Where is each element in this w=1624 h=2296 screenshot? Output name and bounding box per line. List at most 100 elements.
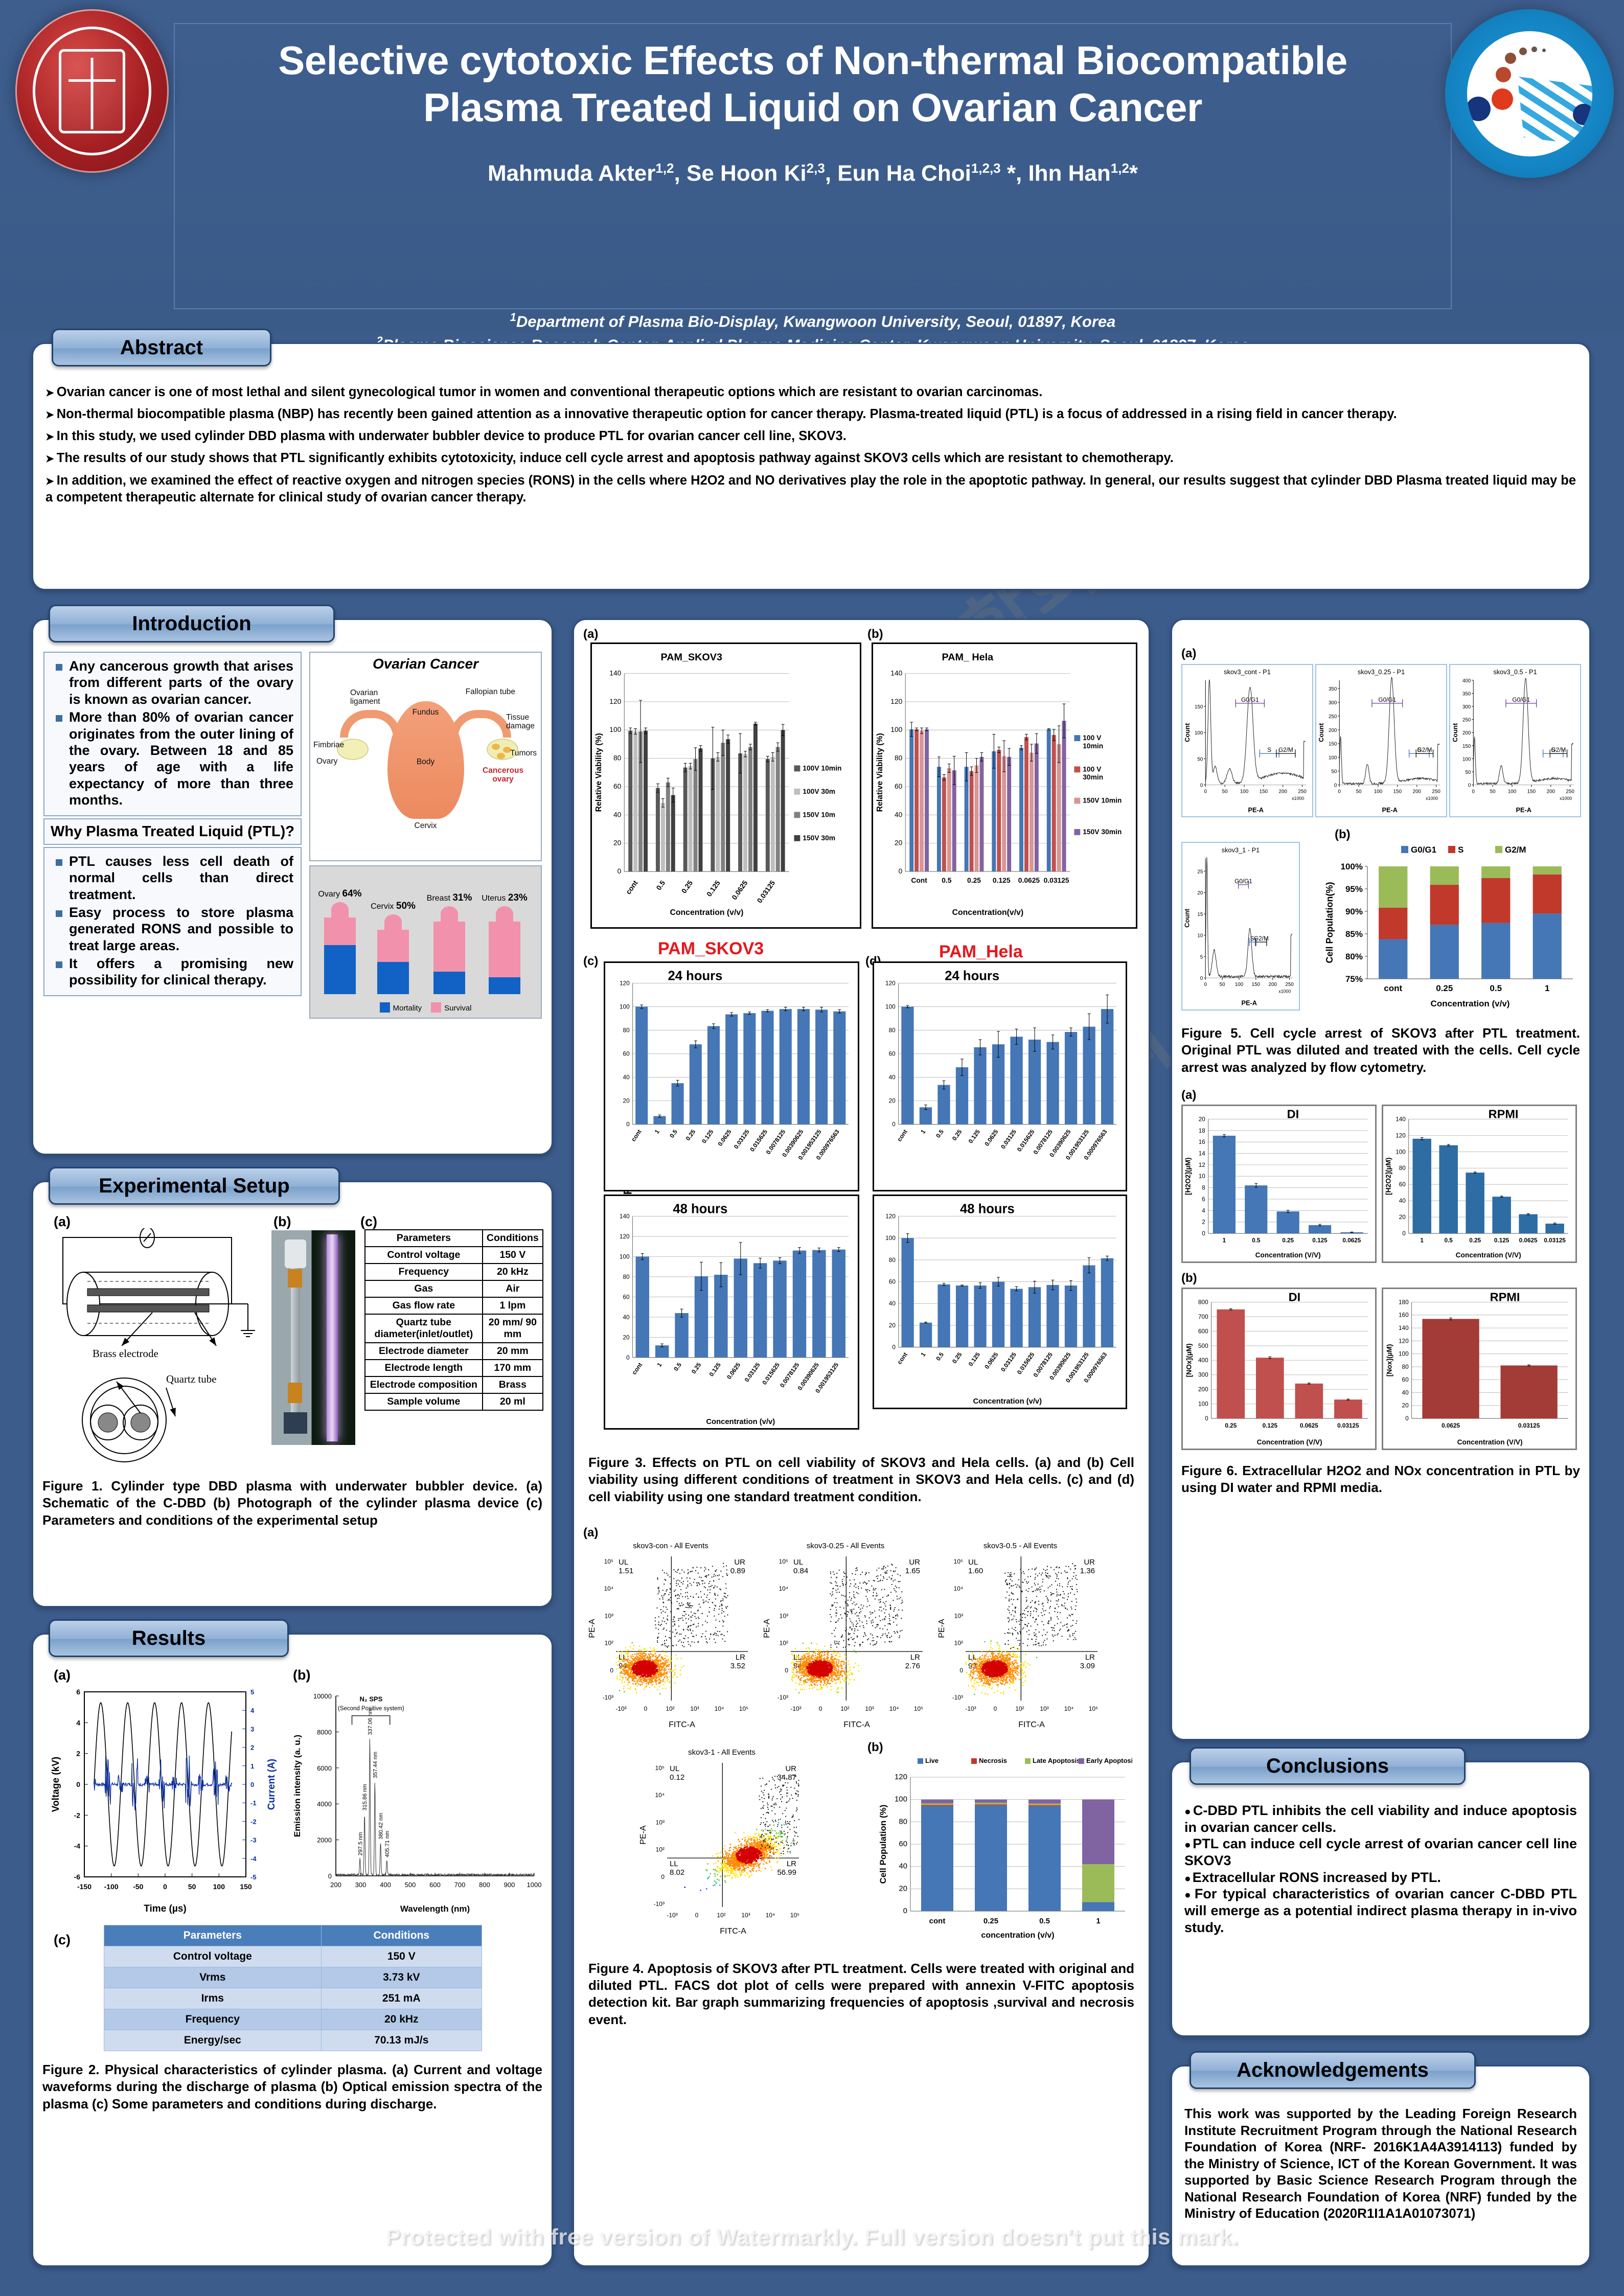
plasma-device-photograph — [271, 1230, 355, 1445]
svg-text:140: 140 — [890, 669, 902, 677]
svg-text:24 hours: 24 hours — [945, 969, 999, 983]
svg-text:Voltage (kV): Voltage (kV) — [51, 1757, 61, 1812]
figure-3c-24h-chart: 0 20 40 60 80 100 120 cont 1 0.5 0.25 0.125 0.0625 0.… — [604, 961, 859, 1191]
table-row: Irms 251 mA — [104, 1988, 483, 2009]
title-line-2: Plasma Treated Liquid on Ovarian Cancer — [423, 85, 1202, 130]
svg-text:-4: -4 — [250, 1855, 257, 1863]
label-ovarian-ligament: Ovarian ligament — [350, 688, 380, 706]
results-param-name: Irms — [104, 1988, 322, 2009]
label-cancerous-ovary: Cancerous ovary — [483, 766, 524, 784]
svg-text:Emission intensity (a. u.): Emission intensity (a. u.) — [292, 1735, 302, 1837]
legend-mortality: Mortality — [379, 1002, 422, 1013]
svg-text:0: 0 — [892, 1344, 896, 1351]
svg-text:337.06 nm: 337.06 nm — [367, 1708, 373, 1735]
svg-text:300: 300 — [355, 1881, 367, 1889]
header-text-block: Selective cytotoxic Effects of Non-therm… — [174, 23, 1452, 309]
fig4-panel-b-label: (b) — [867, 1740, 883, 1754]
svg-text:150V 30m: 150V 30m — [803, 834, 835, 842]
table-row: Control voltage 150 V — [104, 1946, 483, 1967]
svg-text:50: 50 — [188, 1882, 196, 1891]
svg-text:100: 100 — [609, 725, 621, 733]
results-param-value: 150 V — [321, 1946, 483, 1967]
svg-text:100 V: 100 V — [1083, 765, 1102, 773]
introduction-text-column: Any cancerous growth that arises from di… — [43, 652, 302, 996]
svg-text:0.125: 0.125 — [967, 1351, 982, 1368]
conclusions-section: Conclusions C-DBD PTL inhibits the cell … — [1171, 1747, 1591, 2037]
svg-text:1: 1 — [653, 1128, 661, 1135]
svg-text:40: 40 — [889, 1300, 896, 1307]
setup-param-value: 20 mm/ 90 mm — [482, 1314, 544, 1343]
svg-text:80: 80 — [623, 1273, 630, 1280]
svg-text:1.65: 1.65 — [905, 1567, 920, 1575]
conclusions-heading: Conclusions — [1190, 1747, 1466, 1785]
survival-group-breast: Breast 31% — [424, 892, 475, 994]
legend-survival: Survival — [431, 1002, 472, 1013]
table-row: Quartz tube diameter(inlet/outlet) 20 mm/… — [364, 1314, 544, 1343]
label-tumors: Tumors — [510, 749, 537, 757]
svg-text:10⁵: 10⁵ — [604, 1558, 613, 1565]
uterus-shape — [387, 701, 464, 819]
svg-text:60: 60 — [623, 1050, 630, 1058]
legend-label-survival: Survival — [444, 1004, 472, 1013]
svg-text:0.5: 0.5 — [654, 879, 667, 891]
svg-text:10000: 10000 — [313, 1692, 332, 1700]
results-param-value: 3.73 kV — [321, 1967, 483, 1988]
figure-6-caption: Figure 6. Extracellular H2O2 and NOx con… — [1181, 1462, 1580, 1496]
svg-text:0.03125: 0.03125 — [1044, 876, 1069, 884]
poster-body: 한국생명과학회 한국생명과학회 Abstract Ovarian cancer … — [0, 329, 1624, 2296]
svg-text:0.03125: 0.03125 — [743, 1361, 762, 1383]
fig6-panel-b-label: (b) — [1181, 1271, 1197, 1285]
svg-text:1.51: 1.51 — [619, 1567, 633, 1575]
svg-text:140: 140 — [620, 1212, 630, 1220]
table-header-row: Parameters Conditions — [364, 1229, 544, 1247]
results-body: (a) (b) -6 -4 -2 0 2 4 6 -5 -4 -3 -2 -1 0 1 2 3 4 5 -150 -1… — [42, 1666, 542, 2113]
setup-param-value: 20 kHz — [482, 1263, 544, 1281]
label-fundus: Fundus — [412, 708, 439, 717]
photo-orange-tape — [288, 1269, 302, 1288]
legend-swatch-mortality — [379, 1002, 390, 1013]
svg-text:1: 1 — [655, 1361, 663, 1368]
introduction-bullet: More than 80% of ovarian cancer originat… — [52, 709, 293, 808]
plasma-dot-4 — [1519, 47, 1527, 55]
conclusion-item: Extracellular RONS increased by PTL. — [1184, 1869, 1577, 1886]
svg-text:0.125: 0.125 — [993, 876, 1011, 884]
svg-text:2: 2 — [76, 1750, 80, 1758]
svg-text:0.0625: 0.0625 — [730, 879, 749, 901]
svg-text:60: 60 — [613, 782, 622, 790]
ovarian-cancer-diagram: Ovarian Cancer Ovarian ligament Fallopia… — [309, 652, 542, 861]
svg-text:PE-A: PE-A — [588, 1619, 597, 1638]
results-param-value: 20 kHz — [321, 2009, 483, 2030]
plasma-dot-2 — [1495, 66, 1511, 82]
svg-text:0.25: 0.25 — [679, 879, 694, 894]
svg-text:500: 500 — [405, 1881, 416, 1889]
svg-text:10min: 10min — [1083, 742, 1103, 750]
setup-param-name: Control voltage — [364, 1246, 483, 1264]
svg-text:0: 0 — [328, 1872, 332, 1880]
setup-param-name: Sample volume — [364, 1393, 483, 1411]
svg-text:120: 120 — [609, 697, 621, 705]
table-row: Energy/sec 70.13 mJ/s — [104, 2030, 483, 2051]
svg-text:-2: -2 — [74, 1811, 81, 1819]
affiliation-1: 1Department of Plasma Bio-Display, Kwang… — [510, 311, 1116, 331]
fig3-d-title: PAM_Hela — [939, 942, 1023, 961]
svg-text:150V 30min: 150V 30min — [1083, 828, 1122, 836]
svg-text:Concentration (v/v): Concentration (v/v) — [706, 1418, 775, 1426]
figure-4-caption: Figure 4. Apoptosis of SKOV3 after PTL t… — [588, 1960, 1134, 2027]
svg-text:600: 600 — [429, 1881, 441, 1889]
label-cervix: Cervix — [414, 821, 437, 830]
svg-text:150: 150 — [240, 1882, 252, 1891]
svg-text:0.0625: 0.0625 — [1018, 876, 1040, 884]
svg-text:297.5 nm: 297.5 nm — [357, 1832, 363, 1855]
svg-text:Concentration (v/v): Concentration (v/v) — [670, 908, 743, 917]
svg-text:60: 60 — [889, 1050, 896, 1058]
table-row: Electrode diameter 20 mm — [364, 1342, 544, 1360]
svg-text:0.25: 0.25 — [951, 1351, 964, 1365]
results-panel-b-label: (b) — [293, 1667, 311, 1683]
figure-4-dotplot-control: skov3-con - All EventsUL1.51UR0.89LL94.0… — [588, 1542, 748, 1729]
svg-text:0.015625: 0.015625 — [761, 1361, 781, 1386]
svg-text:0.0078125: 0.0078125 — [779, 1361, 801, 1389]
svg-text:0.03125: 0.03125 — [999, 1128, 1018, 1150]
